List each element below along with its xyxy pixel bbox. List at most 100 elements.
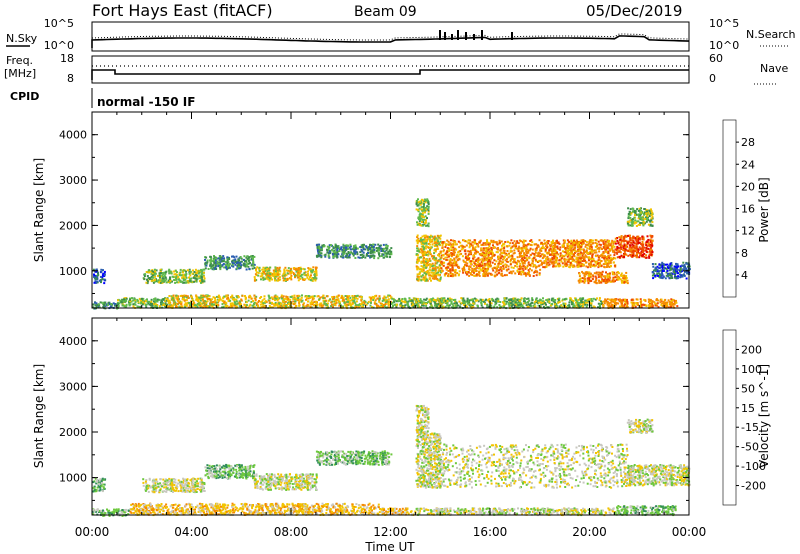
scatter-cell: [491, 257, 493, 260]
scatter-cell: [528, 274, 531, 276]
scatter-cell: [485, 248, 488, 251]
scatter-cell: [441, 297, 444, 300]
scatter-cell: [301, 299, 304, 302]
scatter-cell: [542, 253, 545, 256]
scatter-cell: [468, 304, 471, 307]
scatter-cell: [612, 244, 615, 247]
scatter-cell: [420, 299, 423, 302]
scatter-cell: [255, 269, 257, 272]
scatter-cell: [183, 281, 185, 284]
scatter-cell: [558, 305, 561, 308]
scatter-cell: [598, 250, 601, 253]
scatter-cell: [154, 297, 157, 300]
scatter-cell: [312, 266, 315, 269]
scatter-cell: [328, 246, 331, 249]
scatter-cell: [379, 302, 382, 305]
scatter-cell: [474, 249, 477, 252]
scatter-cell: [554, 303, 556, 306]
scatter-cell: [533, 301, 536, 304]
scatter-cell: [182, 275, 185, 278]
scatter-cell: [178, 301, 181, 304]
scatter-cell: [484, 302, 486, 305]
scatter-cell: [162, 279, 165, 282]
scatter-cell: [454, 262, 457, 265]
scatter-cell: [159, 272, 162, 275]
scatter-cell: [603, 300, 606, 303]
scatter-cell: [477, 245, 480, 248]
scatter-cell: [456, 258, 459, 261]
scatter-cell: [426, 270, 429, 273]
scatter-cell: [441, 254, 443, 257]
scatter-cell: [534, 300, 537, 303]
scatter-cell: [370, 255, 373, 258]
scatter-cell: [344, 304, 347, 307]
scatter-cell: [348, 300, 351, 303]
scatter-cell: [147, 302, 150, 305]
scatter-cell: [513, 252, 516, 254]
scatter-cell: [581, 305, 584, 308]
scatter-cell: [381, 302, 384, 305]
scatter-cell: [307, 267, 310, 270]
scatter-cell: [391, 301, 394, 304]
scatter-cell: [510, 250, 513, 253]
scatter-cell: [423, 298, 426, 301]
scatter-cell: [523, 273, 526, 276]
scatter-cell: [429, 234, 432, 237]
scatter-cell: [378, 246, 381, 249]
scatter-cell: [490, 273, 493, 276]
scatter-cell: [425, 273, 428, 276]
scatter-cell: [579, 303, 582, 306]
scatter-cell: [453, 253, 455, 256]
scatter-cell: [95, 280, 97, 283]
scatter-cell: [504, 263, 507, 266]
scatter-cell: [290, 267, 292, 270]
scatter-cell: [632, 299, 635, 302]
scatter-cell: [377, 243, 380, 246]
scatter-cell: [511, 256, 514, 258]
scatter-cell: [388, 256, 391, 259]
scatter-cell: [185, 281, 188, 284]
scatter-cell: [443, 306, 446, 309]
scatter-cell: [319, 302, 322, 305]
scatter-cell: [122, 300, 125, 303]
scatter-cell: [535, 243, 538, 246]
scatter-cell: [163, 271, 166, 274]
scatter-cell: [452, 305, 455, 307]
scatter-cell: [422, 254, 425, 257]
scatter-cell: [592, 297, 595, 300]
scatter-cell: [345, 255, 348, 257]
scatter-cell: [342, 245, 345, 248]
scatter-cell: [463, 260, 466, 263]
scatter-cell: [346, 303, 349, 306]
scatter-cell: [92, 306, 95, 309]
scatter-cell: [533, 243, 536, 246]
scatter-cell: [440, 250, 443, 253]
scatter-cell: [336, 247, 339, 250]
scatter-cell: [435, 272, 438, 275]
scatter-cell: [486, 273, 489, 275]
scatter-cell: [421, 270, 424, 273]
scatter-cell: [308, 268, 311, 271]
scatter-cell: [503, 274, 506, 277]
scatter-cell: [532, 304, 535, 307]
scatter-cell: [431, 269, 434, 272]
scatter-cell: [244, 298, 247, 301]
scatter-cell: [556, 305, 559, 308]
scatter-cell: [206, 300, 209, 303]
scatter-cell: [348, 246, 351, 249]
scatter-cell: [258, 300, 260, 302]
scatter-cell: [350, 306, 353, 309]
scatter-cell: [262, 302, 265, 305]
scatter-cell: [268, 269, 271, 272]
scatter-cell: [378, 305, 381, 308]
scatter-cell: [434, 304, 436, 307]
scatter-cell: [422, 260, 425, 263]
scatter-cell: [300, 300, 303, 303]
scatter-cell: [379, 244, 382, 247]
scatter-cell: [132, 299, 135, 302]
scatter-cell: [96, 280, 99, 283]
scatter-cell: [502, 265, 505, 268]
scatter-cell: [503, 245, 506, 248]
scatter-cell: [216, 260, 219, 263]
scatter-cell: [301, 294, 303, 297]
